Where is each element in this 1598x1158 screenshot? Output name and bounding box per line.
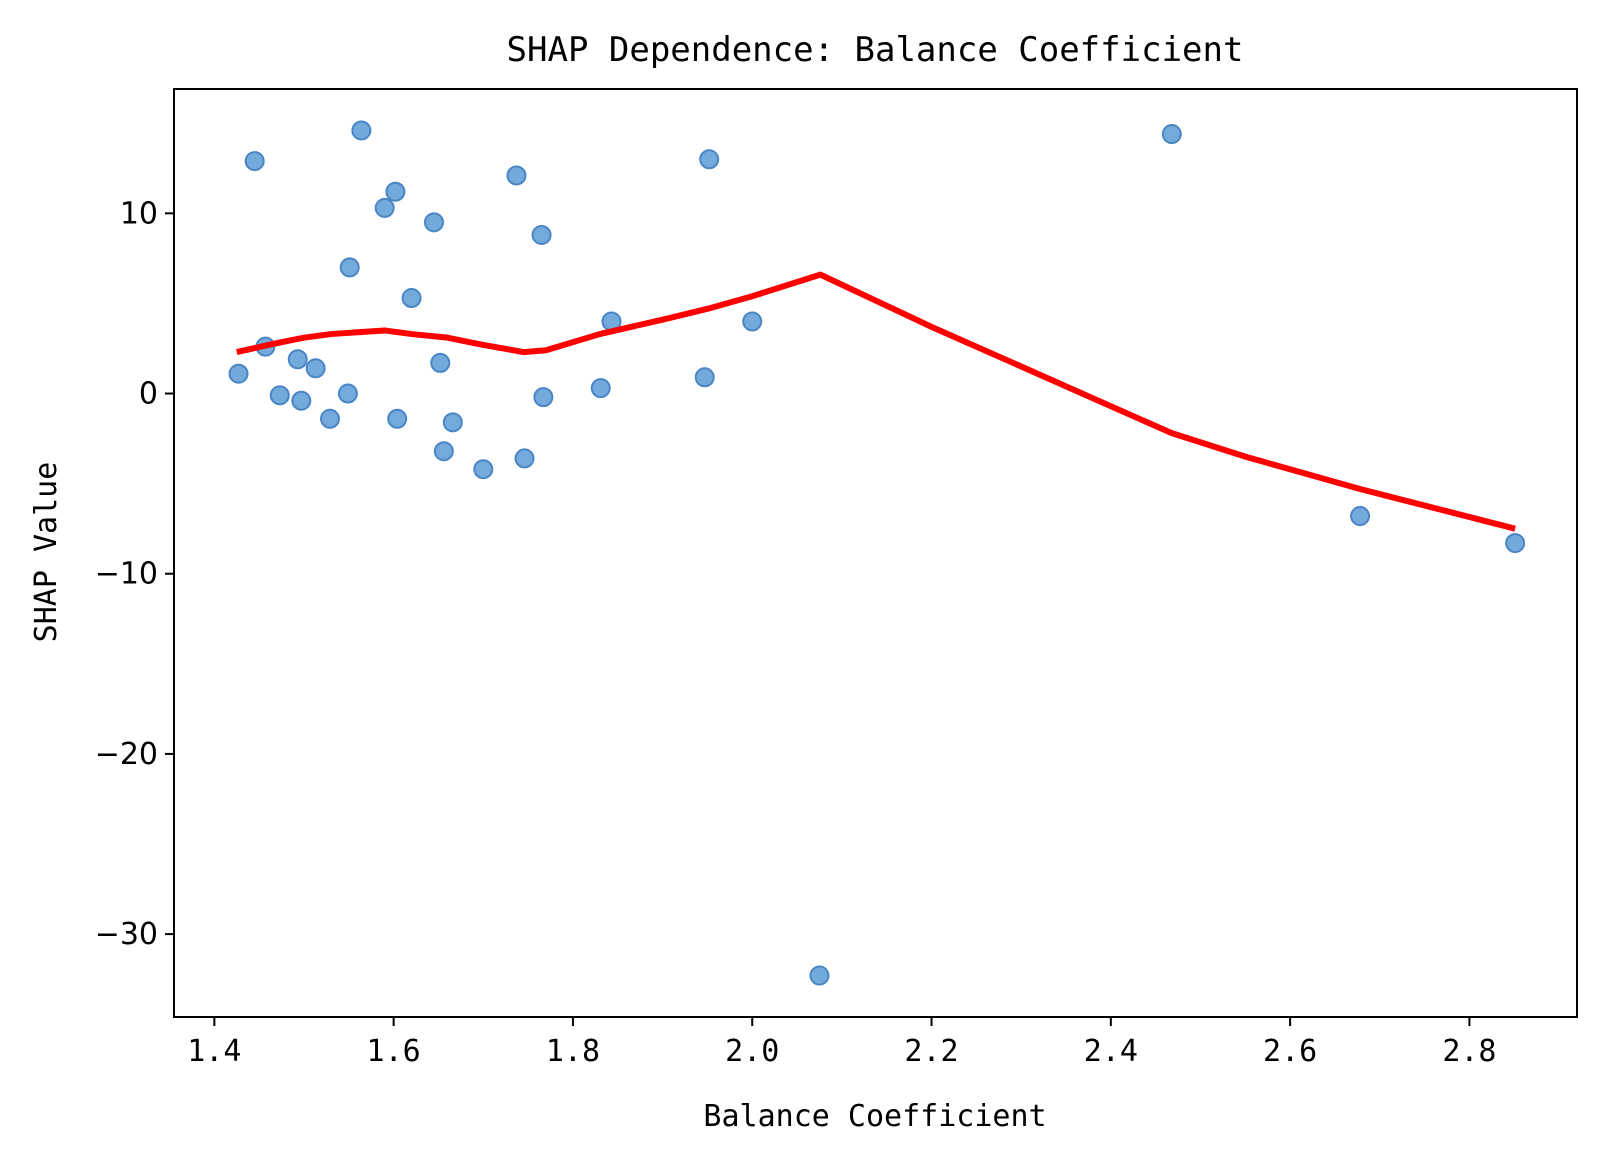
x-axis-label: Balance Coefficient	[703, 1099, 1046, 1134]
y-axis: 10 0 −10 −20 −30	[95, 196, 174, 952]
x-tick-label: 1.8	[546, 1034, 600, 1069]
scatter-point	[337, 383, 358, 404]
scatter-point	[809, 965, 830, 986]
scatter-point	[433, 441, 454, 462]
scatter-point	[430, 352, 451, 373]
scatter-point	[287, 349, 308, 370]
scatter-point	[533, 387, 554, 408]
scatter-point	[1161, 124, 1182, 145]
scatter-point	[387, 408, 408, 429]
scatter-point	[401, 288, 422, 309]
trend-line	[236, 271, 1516, 532]
scatter-point	[1350, 506, 1371, 527]
y-axis-label: SHAP Value	[29, 462, 64, 643]
x-tick-label: 2.2	[904, 1034, 958, 1069]
scatter-point	[442, 412, 463, 433]
scatter-point	[319, 408, 340, 429]
plot-frame	[173, 88, 1578, 1018]
scatter-point	[385, 181, 406, 202]
x-axis: 1.4 1.6 1.8 2.0 2.2 2.4 2.6 2.8	[187, 1017, 1497, 1069]
scatter-point	[699, 149, 720, 170]
plot-area	[228, 120, 1526, 986]
scatter-point	[590, 378, 611, 399]
x-tick-label: 1.6	[367, 1034, 421, 1069]
scatter-point	[351, 120, 372, 141]
scatter-point	[531, 224, 552, 245]
y-tick-label: 0	[139, 377, 158, 412]
scatter-point	[694, 367, 715, 388]
y-tick-label: −30	[95, 917, 158, 952]
scatter-point	[305, 358, 326, 379]
scatter-point	[423, 212, 444, 233]
scatter-point	[514, 448, 535, 469]
scatter-point	[374, 197, 395, 218]
scatter-point	[473, 459, 494, 480]
scatter-point	[244, 151, 265, 172]
y-tick-label: 10	[120, 196, 158, 231]
scatter-point	[228, 363, 249, 384]
scatter-point	[339, 257, 360, 278]
x-tick-label: 2.0	[725, 1034, 779, 1069]
scatter-point	[1505, 533, 1526, 554]
x-tick-label: 2.8	[1442, 1034, 1496, 1069]
scatter-point	[506, 165, 527, 186]
x-tick-label: 2.6	[1263, 1034, 1317, 1069]
x-tick-label: 2.4	[1084, 1034, 1138, 1069]
chart-title: SHAP Dependence: Balance Coefficient	[507, 30, 1244, 70]
x-tick-label: 1.4	[187, 1034, 241, 1069]
y-tick-label: −10	[95, 557, 158, 592]
scatter-point	[269, 385, 290, 406]
y-tick-label: −20	[95, 737, 158, 772]
scatter-point	[291, 390, 312, 411]
scatter-point	[742, 311, 763, 332]
